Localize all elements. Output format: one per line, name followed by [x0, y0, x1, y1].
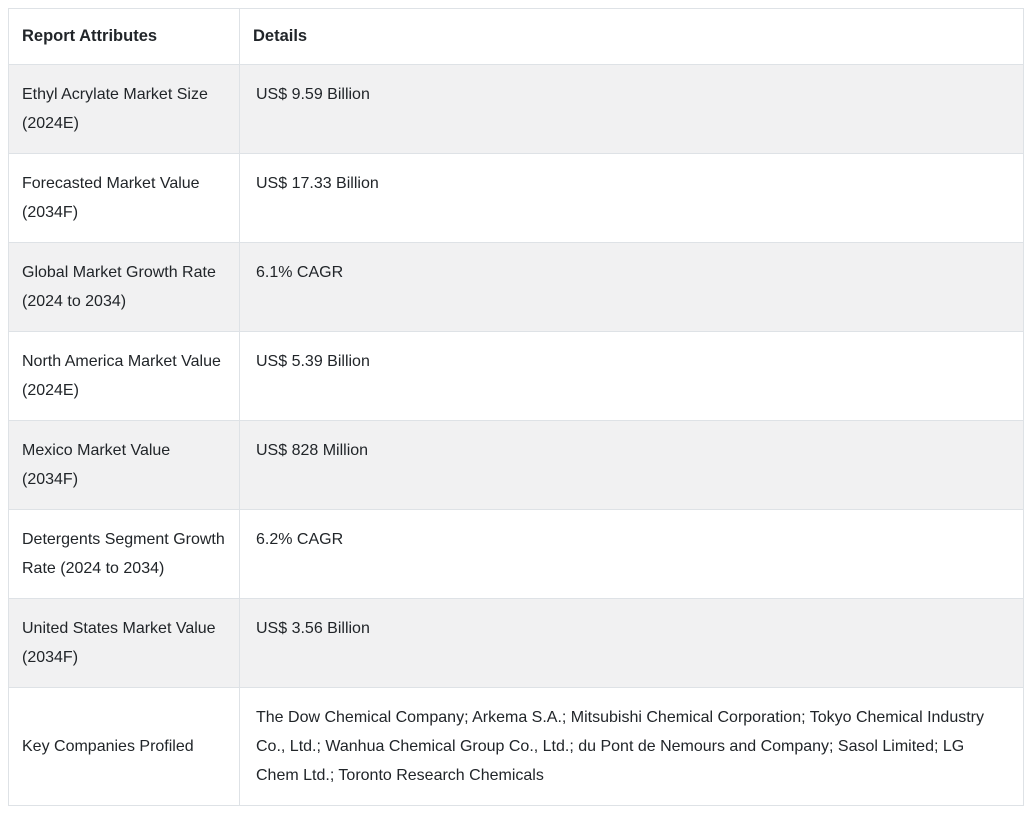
attribute-cell: Forecasted Market Value (2034F) [8, 153, 240, 243]
detail-cell: US$ 17.33 Billion [239, 153, 1024, 243]
detail-cell: US$ 3.56 Billion [239, 598, 1024, 688]
table-row-united-states-value: United States Market Value (2034F) US$ 3… [8, 598, 1024, 688]
table-row-market-size: Ethyl Acrylate Market Size (2024E) US$ 9… [8, 64, 1024, 154]
detail-cell: US$ 9.59 Billion [239, 64, 1024, 154]
attribute-cell: Global Market Growth Rate (2024 to 2034) [8, 242, 240, 332]
detail-cell: 6.2% CAGR [239, 509, 1024, 599]
report-attributes-table: Report Attributes Details Ethyl Acrylate… [8, 8, 1024, 806]
detail-cell: US$ 5.39 Billion [239, 331, 1024, 421]
attribute-cell: North America Market Value (2024E) [8, 331, 240, 421]
header-row: Report Attributes Details [8, 8, 1024, 65]
table-header: Report Attributes Details [8, 8, 1024, 65]
detail-cell: US$ 828 Million [239, 420, 1024, 510]
detail-cell: 6.1% CAGR [239, 242, 1024, 332]
detail-cell: The Dow Chemical Company; Arkema S.A.; M… [239, 687, 1024, 806]
table-body: Ethyl Acrylate Market Size (2024E) US$ 9… [8, 64, 1024, 806]
table-row-detergents-growth-rate: Detergents Segment Growth Rate (2024 to … [8, 509, 1024, 599]
column-header-details: Details [239, 8, 1024, 65]
table-row-north-america-value: North America Market Value (2024E) US$ 5… [8, 331, 1024, 421]
table-row-global-growth-rate: Global Market Growth Rate (2024 to 2034)… [8, 242, 1024, 332]
attribute-cell: United States Market Value (2034F) [8, 598, 240, 688]
table-row-forecasted-value: Forecasted Market Value (2034F) US$ 17.3… [8, 153, 1024, 243]
column-header-report-attributes: Report Attributes [8, 8, 240, 65]
table-row-mexico-value: Mexico Market Value (2034F) US$ 828 Mill… [8, 420, 1024, 510]
attribute-cell: Key Companies Profiled [8, 687, 240, 806]
attribute-cell: Mexico Market Value (2034F) [8, 420, 240, 510]
attribute-cell: Ethyl Acrylate Market Size (2024E) [8, 64, 240, 154]
attribute-cell: Detergents Segment Growth Rate (2024 to … [8, 509, 240, 599]
table-row-key-companies: Key Companies Profiled The Dow Chemical … [8, 687, 1024, 806]
